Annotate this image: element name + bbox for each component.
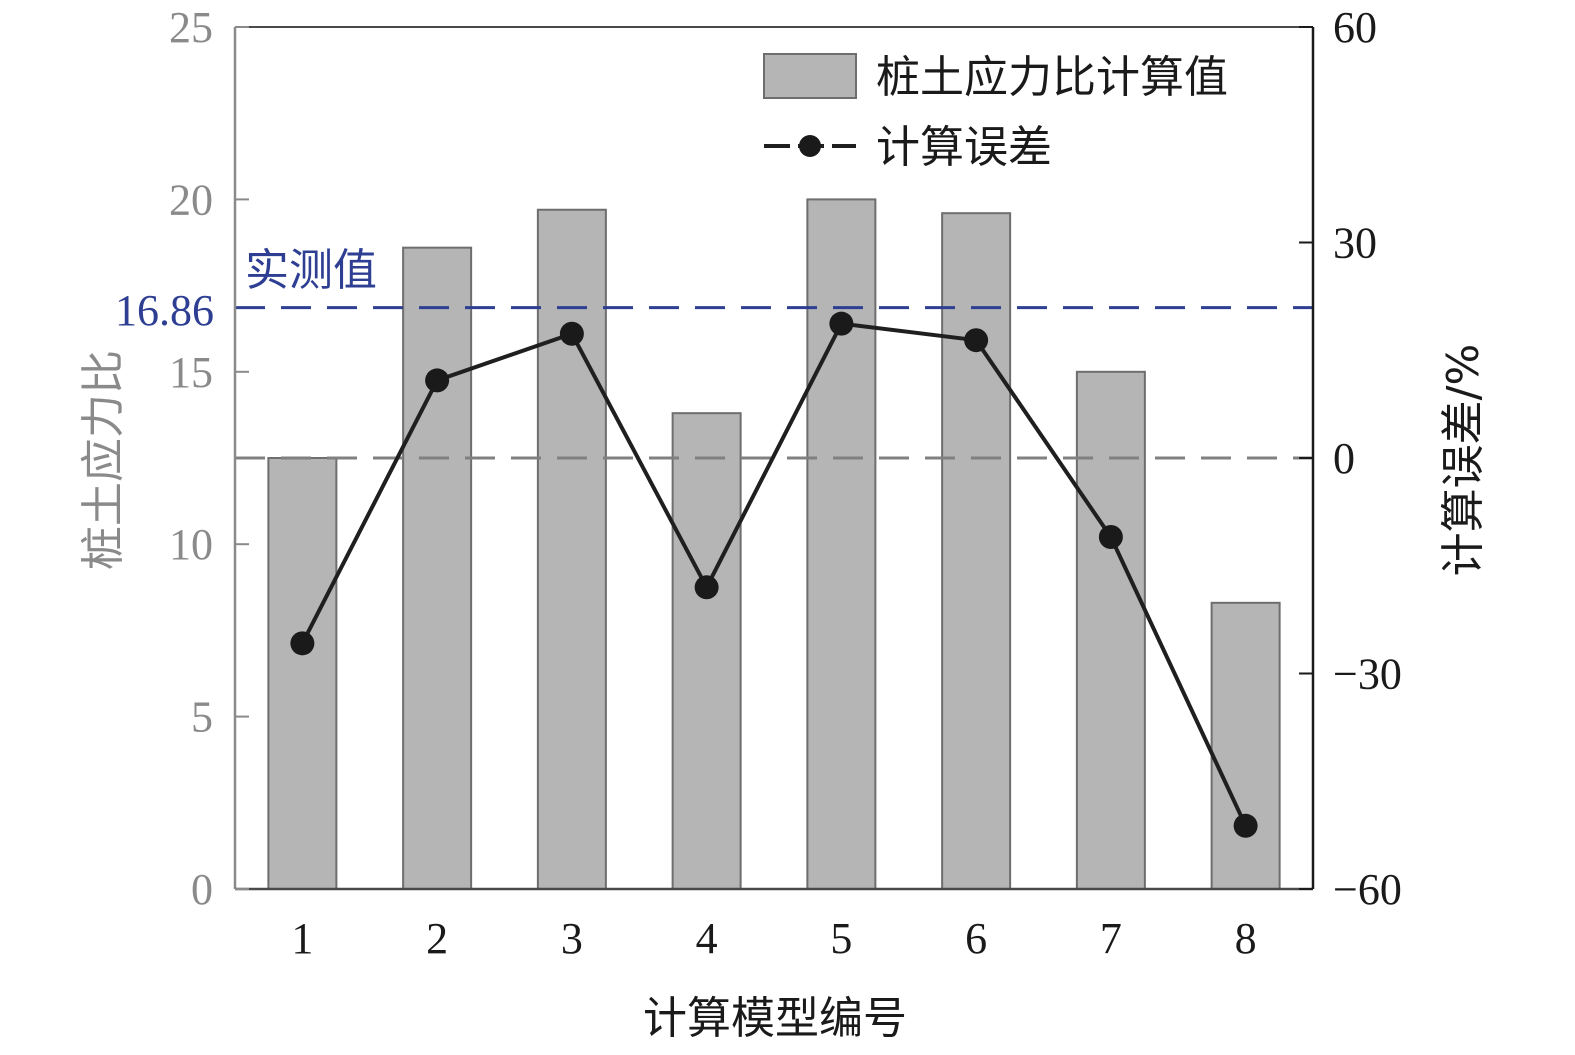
- bar-series: [267, 198, 1281, 890]
- error-point-2: [425, 368, 450, 393]
- right-tick-label: 60: [1333, 3, 1377, 52]
- x-tick-label: 3: [561, 914, 583, 963]
- bar-6: [941, 212, 1012, 890]
- right-tick-label: 30: [1333, 219, 1377, 268]
- right-tick-label: −60: [1333, 865, 1402, 914]
- bar-1: [267, 457, 338, 890]
- error-point-4: [694, 575, 719, 600]
- right-axis-title: 计算误差/%: [1438, 344, 1489, 577]
- error-point-6: [964, 328, 989, 353]
- error-point-3: [559, 321, 584, 346]
- left-tick-label: 25: [169, 3, 213, 52]
- error-point-7: [1098, 525, 1123, 550]
- error-series: [290, 311, 1258, 838]
- x-tick-label: 7: [1100, 914, 1122, 963]
- x-tick-label: 4: [696, 914, 718, 963]
- left-axis-title: 桩土应力比: [78, 350, 129, 570]
- x-tick-label: 6: [965, 914, 987, 963]
- error-point-5: [829, 311, 854, 336]
- left-tick-label: 0: [191, 865, 213, 914]
- bar-8: [1210, 601, 1281, 890]
- bar-2: [402, 246, 473, 890]
- x-tick-label: 1: [291, 914, 313, 963]
- error-line: [300, 321, 1248, 827]
- x-tick-label: 5: [830, 914, 852, 963]
- x-tick-label: 8: [1235, 914, 1257, 963]
- right-tick-label: −30: [1333, 650, 1402, 699]
- bar-3: [536, 208, 607, 890]
- left-tick-label: 20: [169, 175, 213, 224]
- bar-4: [671, 412, 742, 890]
- x-axis-title: 计算模型编号: [643, 993, 907, 1044]
- left-tick-label: 15: [169, 348, 213, 397]
- tick-labels: 0 5 10 15 20 25 −60 −30 0 30 60 1 2 3 4 5 6 7 8: [169, 3, 1402, 963]
- legend-line-label: 计算误差: [876, 122, 1052, 173]
- error-point-1: [290, 631, 315, 656]
- bar-7: [1075, 370, 1146, 890]
- left-tick-label: 5: [191, 693, 213, 742]
- left-tick-label: 10: [169, 520, 213, 569]
- error-point-8: [1233, 813, 1258, 838]
- right-tick-label: 0: [1333, 434, 1355, 483]
- legend-bar-swatch: [763, 53, 857, 99]
- legend-bar-label: 桩土应力比计算值: [876, 52, 1228, 103]
- axes: [233, 26, 1315, 891]
- bar-5: [806, 198, 877, 890]
- reference-label: 实测值: [245, 245, 377, 296]
- reference-lines: [235, 306, 1313, 460]
- reference-value-label: 16.86: [115, 286, 214, 335]
- legend-marker-icon: [799, 135, 821, 157]
- x-tick-label: 2: [426, 914, 448, 963]
- legend: 桩土应力比计算值 计算误差: [763, 52, 1228, 173]
